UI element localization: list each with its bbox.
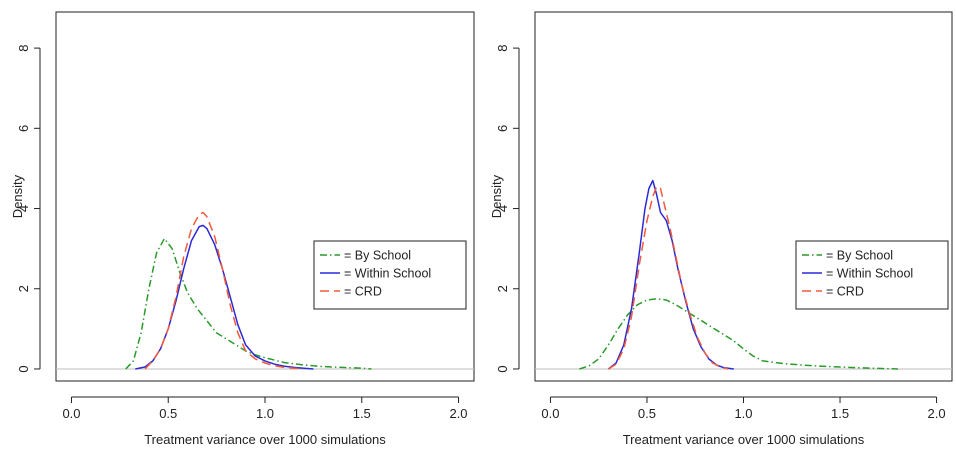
- x-axis-title: Treatment variance over 1000 simulations: [623, 432, 865, 447]
- legend-box: [795, 240, 949, 310]
- x-tick-label: 1.0: [256, 406, 274, 421]
- x-tick-label: 1.5: [831, 406, 849, 421]
- x-tick-label: 1.5: [353, 406, 371, 421]
- legend-label: = By School: [826, 249, 893, 263]
- y-axis-title: Density: [10, 174, 25, 218]
- y-tick-label: 2: [16, 285, 31, 292]
- y-tick-label: 0: [495, 365, 510, 372]
- series-line-by-school: [125, 237, 372, 370]
- y-tick-label: 4: [16, 205, 31, 212]
- x-axis-title: Treatment variance over 1000 simulations: [144, 432, 386, 447]
- x-tick-label: 1.0: [734, 406, 752, 421]
- y-tick-label: 0: [16, 365, 31, 372]
- series-line-crd: [144, 211, 304, 370]
- x-tick-label: 2.0: [928, 406, 946, 421]
- x-tick-label: 0.0: [541, 406, 559, 421]
- legend-box: [313, 240, 467, 310]
- y-tick-label: 2: [495, 285, 510, 292]
- y-tick-label: 8: [495, 44, 510, 51]
- legend-label: = By School: [344, 249, 411, 263]
- legend-label: = CRD: [344, 285, 382, 299]
- legend-label: = Within School: [344, 267, 431, 281]
- y-axis-title: Density: [489, 174, 504, 218]
- x-tick-label: 0.5: [159, 406, 177, 421]
- legend: = By School = Within School = CRD: [313, 240, 467, 310]
- plot-frame: [534, 11, 953, 382]
- series-line-within-school: [607, 179, 734, 370]
- x-tick-label: 0.5: [638, 406, 656, 421]
- plot-frame: [55, 11, 475, 382]
- x-tick-label: 0.0: [62, 406, 80, 421]
- panel-2: 0.0 0.5 1.0 1.5 2.0 0 2 4 6 8 Treatment variance o…: [489, 11, 953, 447]
- y-tick-label: 8: [16, 44, 31, 51]
- y-tick-label: 4: [495, 205, 510, 212]
- series-line-within-school: [135, 224, 314, 370]
- legend: = By School = Within School = CRD: [795, 240, 949, 310]
- legend-label: = Within School: [826, 267, 913, 281]
- x-tick-label: 2.0: [449, 406, 467, 421]
- legend-label: = CRD: [826, 285, 864, 299]
- y-tick-label: 6: [495, 125, 510, 132]
- panel-1: 0.0 0.5 1.0 1.5 2.0 0 2 4 6 8 Treatment variance o…: [10, 11, 475, 447]
- series-line-crd: [608, 185, 729, 370]
- series-line-by-school: [579, 298, 898, 370]
- y-tick-label: 6: [16, 125, 31, 132]
